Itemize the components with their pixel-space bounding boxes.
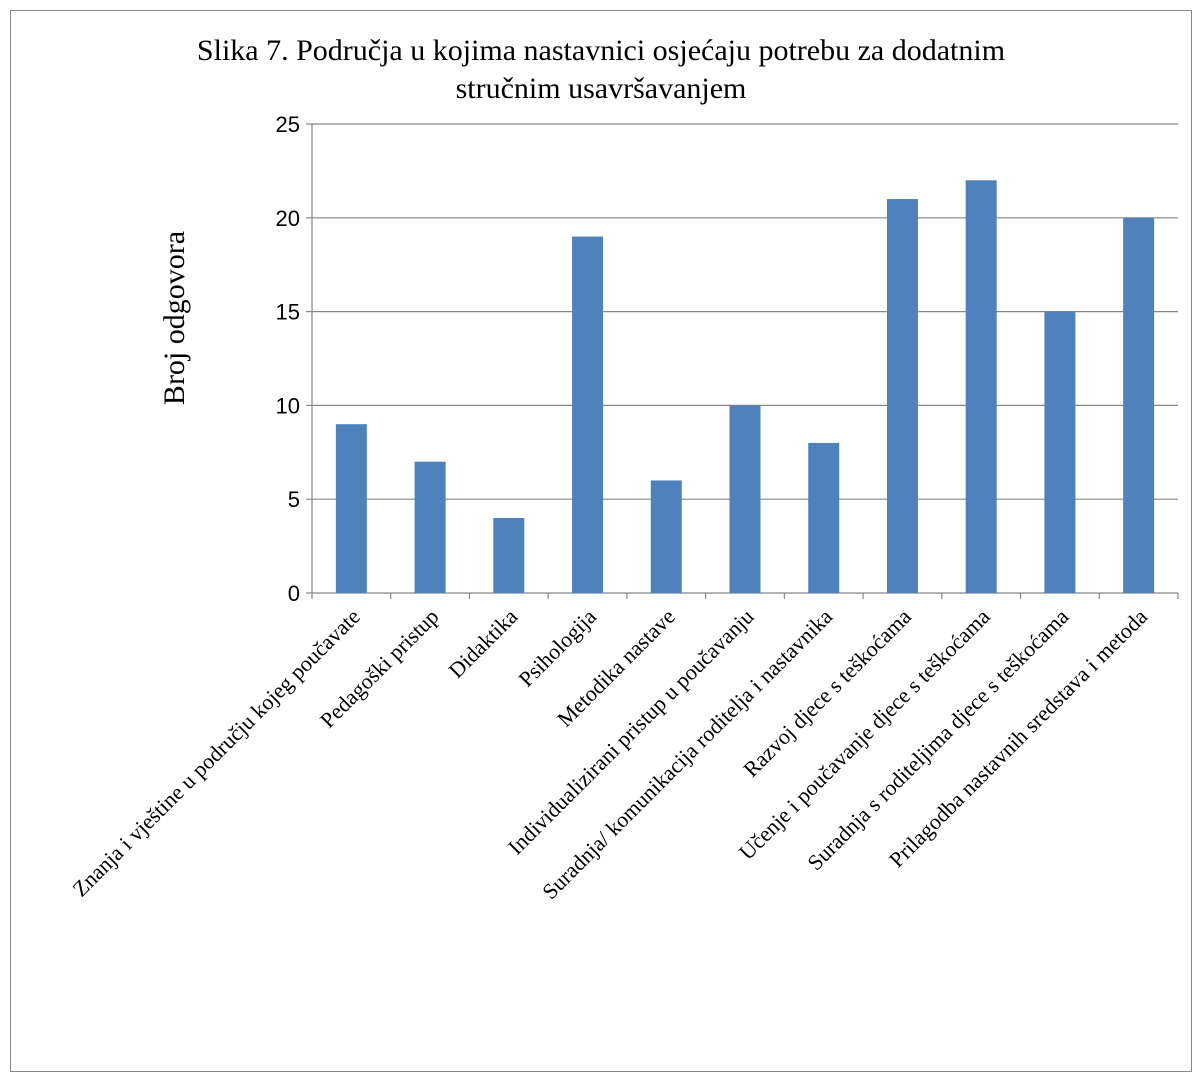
chart-title-line2: stručnim usavršavanjem — [456, 72, 747, 105]
x-tick-label: Suradnja/ komunikacija roditelja i nasta… — [537, 604, 837, 904]
x-tick-label: Didaktika — [443, 604, 522, 683]
x-tick-labels: Znanja i vještine u području kojeg pouča… — [67, 604, 1152, 904]
bar — [572, 236, 604, 593]
y-tick-label: 10 — [276, 393, 300, 418]
bar — [493, 517, 525, 593]
bar — [414, 461, 446, 593]
y-tick-label: 5 — [288, 487, 300, 512]
bar — [1123, 217, 1155, 594]
bar — [650, 480, 682, 593]
bar — [965, 180, 997, 593]
y-axis-label: Broj odgovora — [158, 231, 191, 405]
bar — [886, 199, 918, 594]
y-tick-label: 20 — [276, 206, 300, 231]
bar — [808, 442, 840, 593]
bars — [335, 180, 1155, 594]
x-tick-label: Znanja i vještine u području kojeg pouča… — [67, 604, 365, 902]
y-tick-labels: 0 5 10 15 20 25 — [276, 112, 300, 606]
y-tick-label: 0 — [288, 581, 300, 606]
chart-title-line1: Slika 7. Područja u kojima nastavnici os… — [197, 34, 1005, 67]
bar — [729, 405, 761, 593]
y-tick-label: 25 — [276, 112, 300, 137]
y-tick-label: 15 — [276, 300, 300, 325]
bar — [335, 424, 367, 593]
bar — [1044, 311, 1076, 593]
